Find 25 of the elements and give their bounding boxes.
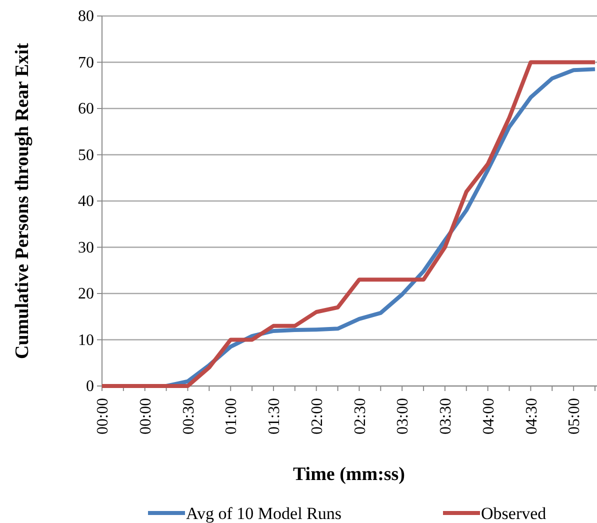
y-tick-label: 10 — [78, 332, 94, 349]
x-tick-label: 04:30 — [523, 398, 540, 434]
x-tick-label: 03:30 — [438, 398, 455, 434]
legend-label: Avg of 10 Model Runs — [186, 504, 342, 523]
x-axis-title: Time (mm:ss) — [292, 464, 406, 485]
legend-label: Observed — [481, 504, 547, 523]
y-tick-label: 40 — [78, 193, 94, 210]
y-tick-label: 80 — [78, 8, 94, 26]
y-axis-title: Cumulative Persons through Rear Exit — [12, 42, 33, 359]
x-tick-label: 00:00 — [137, 398, 154, 434]
y-tick-label: 30 — [78, 239, 94, 256]
x-tick-label: 00:00 — [94, 398, 112, 434]
y-tick-label: 20 — [78, 286, 94, 303]
y-tick-label: 60 — [78, 100, 94, 118]
x-tick-label: 01:30 — [266, 398, 284, 434]
x-tick-label: 00:30 — [180, 398, 198, 434]
y-tick-label: 0 — [86, 378, 94, 396]
x-tick-label: 02:00 — [308, 398, 326, 434]
x-tick-label: 05:00 — [566, 398, 584, 434]
x-tick-label: 03:00 — [394, 398, 412, 434]
x-tick-label: 02:30 — [352, 398, 369, 434]
y-tick-label: 70 — [78, 54, 94, 72]
x-tick-label: 01:00 — [223, 398, 240, 434]
y-tick-label: 50 — [78, 146, 94, 164]
x-tick-label: 04:00 — [480, 398, 498, 434]
